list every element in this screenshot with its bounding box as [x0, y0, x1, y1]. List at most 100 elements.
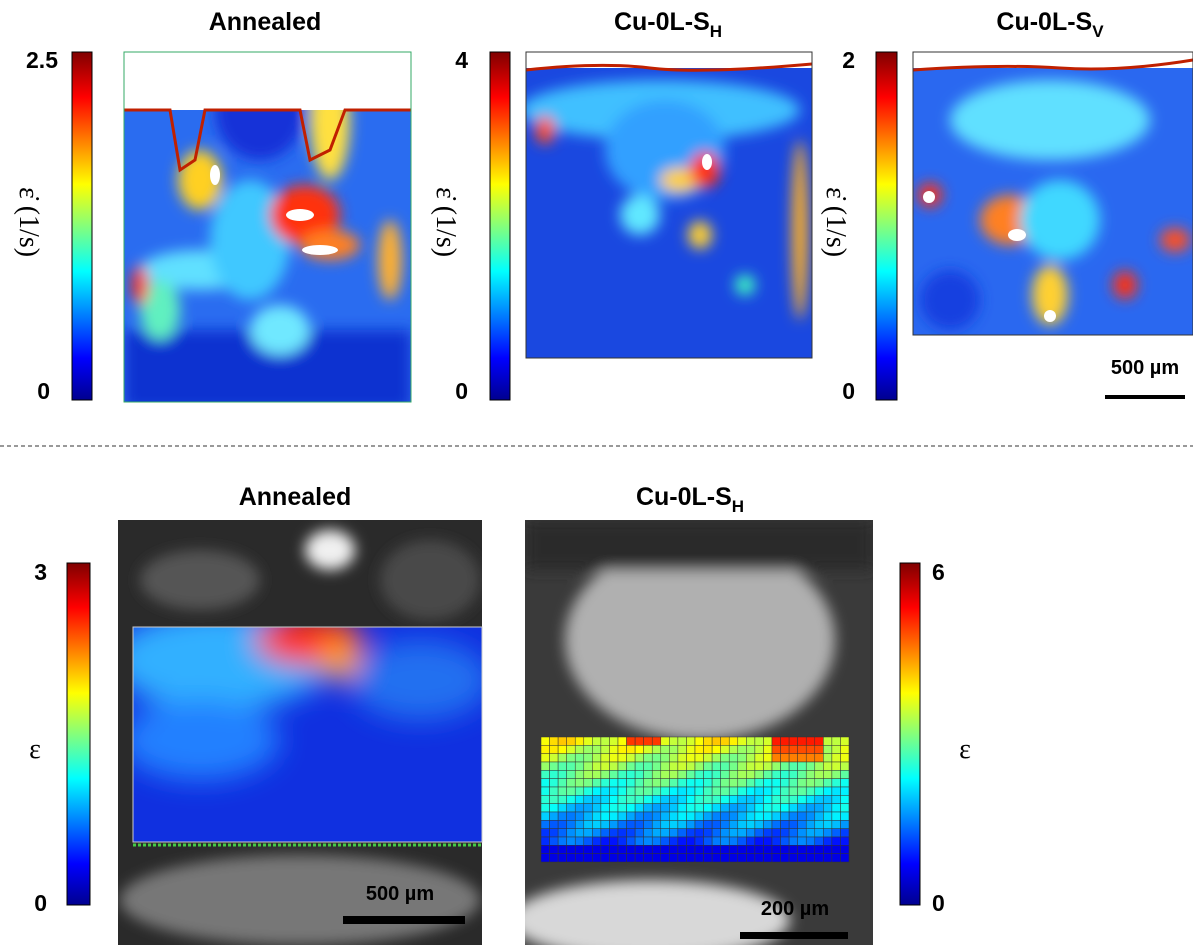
grid-cell — [567, 854, 576, 862]
grid-cell — [618, 837, 627, 845]
grid-cell — [832, 787, 841, 795]
strain-rate-map — [124, 52, 411, 410]
title-subscript: V — [1092, 22, 1104, 41]
grid-cell — [550, 812, 559, 820]
grid-cell — [584, 745, 593, 753]
grid-cell — [609, 737, 618, 745]
grid-cell — [840, 854, 849, 862]
grid-cell — [823, 745, 832, 753]
grid-cell — [609, 770, 618, 778]
grid-cell — [652, 754, 661, 762]
grid-cell — [635, 854, 644, 862]
grid-cell — [541, 837, 550, 845]
grid-cell — [789, 812, 798, 820]
grid-cell — [592, 737, 601, 745]
grid-cell — [746, 829, 755, 837]
grid-cell — [575, 762, 584, 770]
grid-cell — [558, 854, 567, 862]
grid-cell — [609, 854, 618, 862]
grid-cell — [678, 745, 687, 753]
grid-cell — [789, 829, 798, 837]
grid-cell — [798, 770, 807, 778]
grid-cell — [695, 754, 704, 762]
grid-cell — [601, 762, 610, 770]
grid-cell — [840, 762, 849, 770]
grid-cell — [729, 745, 738, 753]
grid-cell — [618, 795, 627, 803]
grid-cell — [678, 820, 687, 828]
grid-cell — [618, 804, 627, 812]
grid-cell — [695, 845, 704, 853]
grid-cell — [558, 779, 567, 787]
grid-cell — [704, 804, 713, 812]
grid-cell — [558, 829, 567, 837]
grid-cell — [840, 779, 849, 787]
grid-cell — [541, 754, 550, 762]
grid-cell — [584, 820, 593, 828]
grid-cell — [832, 737, 841, 745]
grid-cell — [558, 795, 567, 803]
grid-cell — [584, 829, 593, 837]
grid-cell — [584, 754, 593, 762]
grid-cell — [815, 820, 824, 828]
grid-cell — [584, 845, 593, 853]
grid-cell — [746, 762, 755, 770]
grid-cell — [781, 804, 790, 812]
grid-cell — [823, 820, 832, 828]
grid-cell — [695, 745, 704, 753]
grid-cell — [661, 829, 670, 837]
grid-cell — [661, 779, 670, 787]
grid-cell — [806, 795, 815, 803]
grid-cell — [721, 787, 730, 795]
grid-cell — [823, 787, 832, 795]
scale-bar-label: 500 µm — [366, 883, 434, 905]
grid-cell — [678, 804, 687, 812]
grid-cell — [584, 787, 593, 795]
grid-cell — [652, 779, 661, 787]
grid-cell — [721, 829, 730, 837]
grid-cell — [652, 812, 661, 820]
grid-cell — [729, 820, 738, 828]
grid-cell — [721, 804, 730, 812]
colorbar-max: 2.5 — [26, 47, 58, 73]
grid-cell — [627, 829, 636, 837]
colorbar-min: 0 — [842, 378, 855, 404]
grid-cell — [678, 737, 687, 745]
grid-cell — [746, 770, 755, 778]
grid-cell — [798, 762, 807, 770]
grid-cell — [704, 837, 713, 845]
grid-cell — [781, 845, 790, 853]
colorbar-max: 4 — [455, 47, 468, 73]
grid-cell — [601, 770, 610, 778]
grid-cell — [550, 829, 559, 837]
grid-cell — [789, 795, 798, 803]
grid-cell — [686, 804, 695, 812]
grid-cell — [721, 770, 730, 778]
grid-cell — [592, 762, 601, 770]
grid-cell — [644, 795, 653, 803]
grid-cell — [592, 795, 601, 803]
title-subscript: H — [710, 22, 722, 41]
grid-cell — [763, 812, 772, 820]
grid-cell — [575, 804, 584, 812]
grid-cell — [823, 812, 832, 820]
grid-cell — [781, 837, 790, 845]
grid-cell — [541, 812, 550, 820]
grid-cell — [567, 845, 576, 853]
strain-map — [110, 610, 490, 842]
grid-cell — [635, 845, 644, 853]
grid-cell — [781, 754, 790, 762]
grid-cell — [695, 820, 704, 828]
grid-cell — [789, 770, 798, 778]
grid-cell — [584, 854, 593, 862]
grid-cell — [721, 854, 730, 862]
grid-cell — [652, 770, 661, 778]
grid-cell — [781, 737, 790, 745]
grid-cell — [635, 820, 644, 828]
grid-cell — [627, 754, 636, 762]
grid-cell — [704, 820, 713, 828]
grid-cell — [772, 829, 781, 837]
grid-cell — [686, 837, 695, 845]
grid-cell — [601, 812, 610, 820]
grid-cell — [541, 804, 550, 812]
